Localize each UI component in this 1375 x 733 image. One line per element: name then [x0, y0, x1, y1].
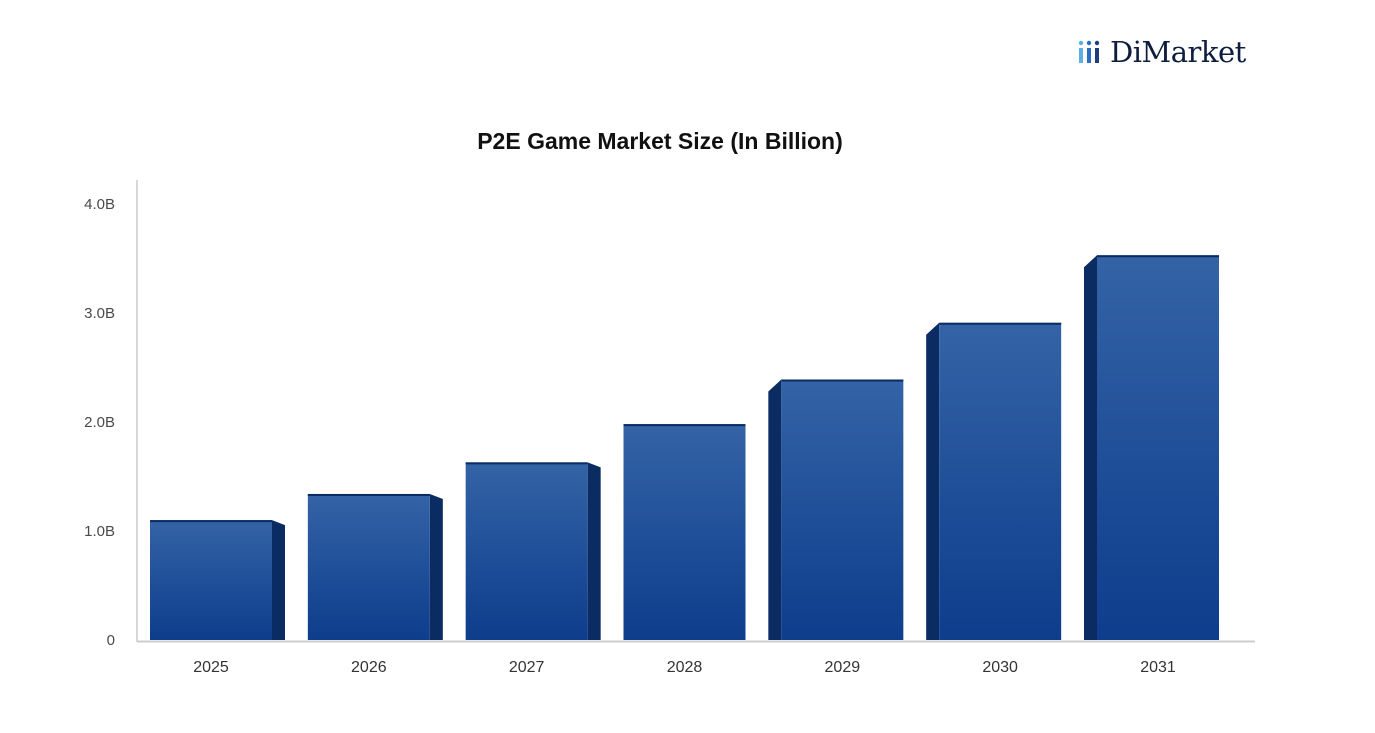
- brand-logo: DiMarket: [1077, 34, 1246, 70]
- x-tick-label: 2030: [982, 659, 1018, 676]
- x-tick-label: 2029: [825, 659, 861, 676]
- logo-dot-3: [1094, 40, 1100, 46]
- bar-2027: [465, 462, 601, 640]
- x-axis: 2025 2026 2027 2028 2029 2030 2031: [137, 640, 1255, 676]
- x-tick-label: 2031: [1140, 659, 1176, 676]
- bar-front-face: [1097, 255, 1219, 641]
- bars: [150, 255, 1219, 641]
- bar-2030: [926, 322, 1062, 640]
- bar-front-face: [150, 520, 272, 640]
- bar-2025: [150, 520, 285, 640]
- bar-chart-logo-icon: [1078, 40, 1100, 63]
- bar-side-face: [926, 322, 940, 640]
- bar-2029: [768, 379, 904, 640]
- bar-side-face: [272, 520, 285, 640]
- logo-bar-1: [1079, 48, 1083, 63]
- bar-side-face: [768, 379, 782, 640]
- bar-front-face: [465, 462, 588, 640]
- bar-2031: [1084, 255, 1219, 641]
- bar-front-face: [307, 493, 430, 640]
- y-axis: 4.0B 3.0B 2.0B 1.0B 0: [84, 180, 138, 649]
- bar-side-face: [1084, 255, 1097, 641]
- y-tick-label: 2.0B: [84, 414, 115, 431]
- x-tick-label: 2027: [509, 659, 545, 676]
- logo-dot-1: [1078, 40, 1084, 46]
- bar-2028: [623, 424, 746, 640]
- bar-front-face: [939, 322, 1062, 640]
- brand-name: DiMarket: [1110, 34, 1246, 69]
- bar-side-face: [429, 493, 443, 640]
- y-tick-label: 0: [107, 632, 115, 649]
- chart-title: P2E Game Market Size (In Billion): [477, 128, 843, 154]
- logo-bar-2: [1087, 48, 1091, 63]
- x-tick-label: 2028: [667, 659, 703, 676]
- bar-front-face: [623, 424, 746, 640]
- logo-dot-2: [1086, 40, 1092, 46]
- bar-2026: [307, 493, 443, 640]
- bar-front-face: [781, 379, 904, 640]
- bar-side-face: [587, 462, 601, 640]
- logo-bar-3: [1095, 48, 1099, 63]
- y-tick-label: 1.0B: [84, 523, 115, 540]
- y-tick-label: 3.0B: [84, 305, 115, 322]
- y-tick-label: 4.0B: [84, 196, 115, 213]
- x-tick-label: 2026: [351, 659, 387, 676]
- x-tick-label: 2025: [193, 659, 229, 676]
